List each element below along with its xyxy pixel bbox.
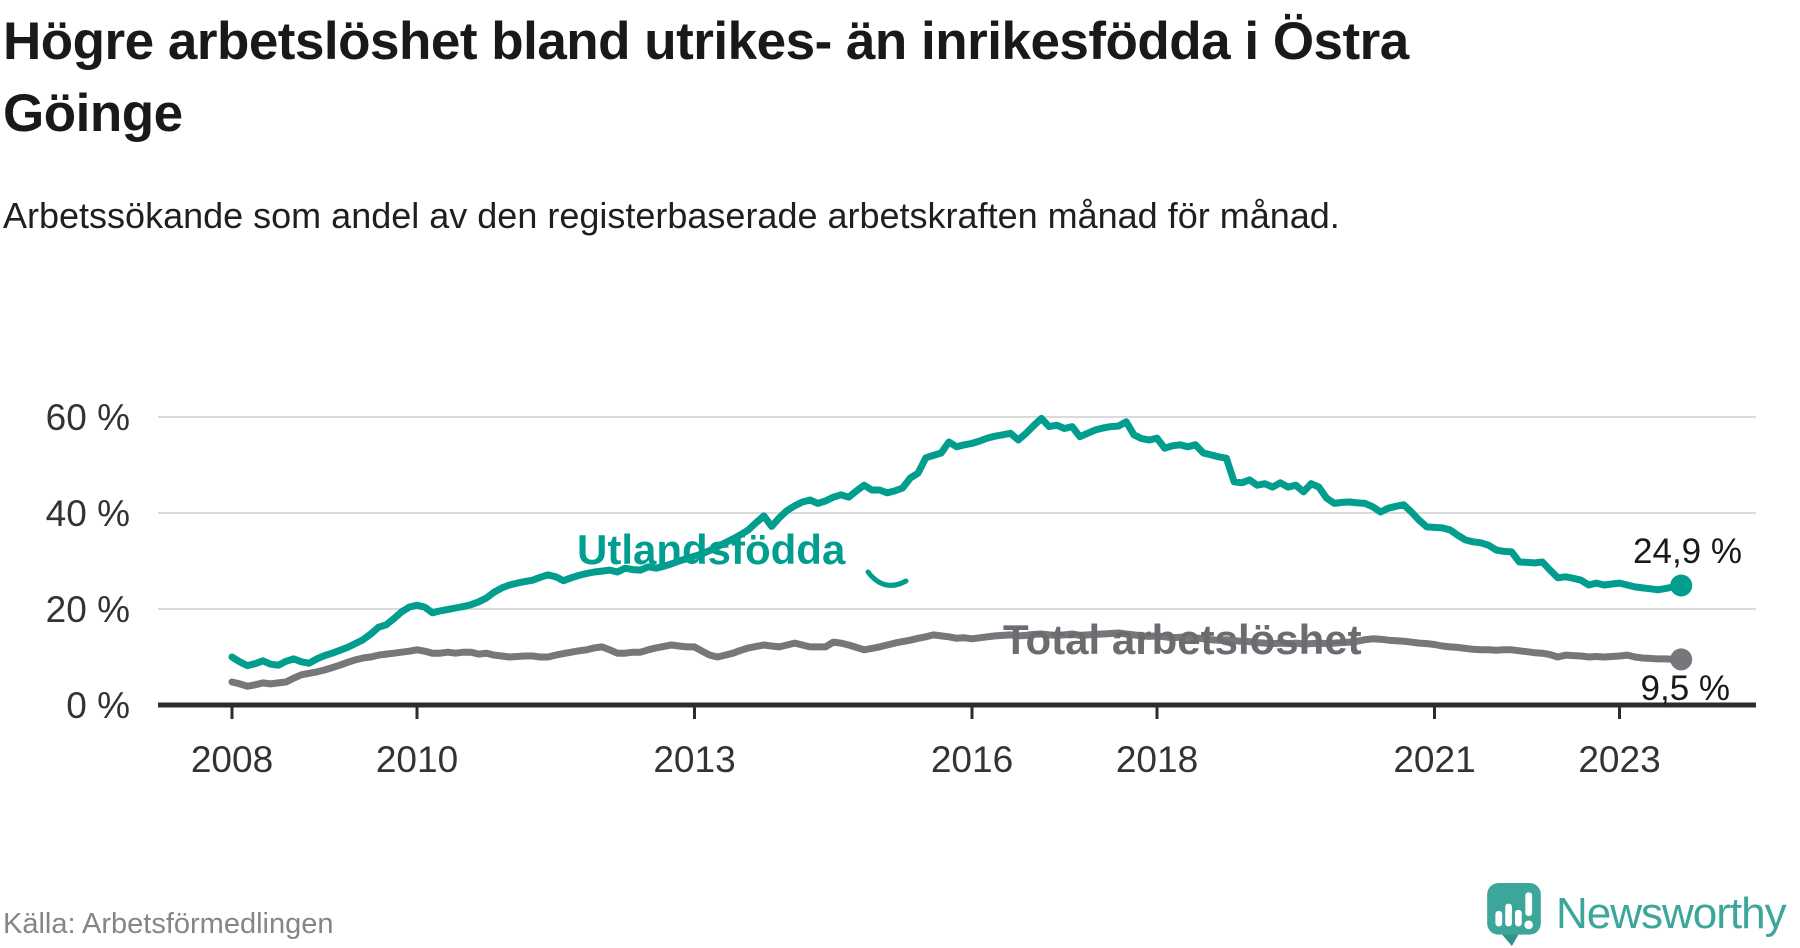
newsworthy-logo: Newsworthy	[1486, 882, 1787, 946]
label-connector-swash	[865, 569, 909, 588]
x-tick-label: 2023	[1578, 739, 1660, 780]
newsworthy-bubble-icon	[1487, 883, 1541, 946]
x-tick-label: 2010	[376, 739, 458, 780]
y-tick-label: 60 %	[46, 397, 130, 438]
y-tick-label: 0 %	[66, 685, 130, 726]
series-label-total-arbetsloshet: Total arbetslöshet	[1003, 616, 1362, 663]
x-tick-label: 2021	[1393, 739, 1475, 780]
source-note: Källa: Arbetsförmedlingen	[3, 908, 334, 940]
x-tick-label: 2013	[653, 739, 735, 780]
series-lines	[228, 414, 1693, 690]
y-axis-labels: 0 % 20 % 40 % 60 %	[46, 397, 130, 726]
series-line	[228, 414, 1685, 670]
x-tick-label: 2018	[1116, 739, 1198, 780]
newsworthy-logo-text: Newsworthy	[1556, 889, 1787, 938]
series-end-dot	[1670, 648, 1693, 671]
end-value-total: 9,5 %	[1641, 669, 1731, 708]
y-tick-label: 20 %	[46, 589, 130, 630]
end-value-utlandsfodda: 24,9 %	[1633, 532, 1742, 571]
x-tick-label: 2008	[191, 739, 273, 780]
series-end-dot	[1670, 574, 1693, 597]
chart-subtitle: Arbetssökande som andel av den registerb…	[3, 195, 1340, 236]
x-tick-label: 2016	[931, 739, 1013, 780]
series-label-utlandsfodda: Utlandsfödda	[577, 526, 846, 573]
x-axis-labels: 2008 2010 2013 2016 2018 2021 2023	[191, 739, 1661, 780]
x-axis	[158, 702, 1756, 719]
y-tick-label: 40 %	[46, 493, 130, 534]
chart-title: Högre arbetslöshet bland utrikes- än inr…	[3, 12, 1409, 144]
series-line	[228, 629, 1685, 690]
